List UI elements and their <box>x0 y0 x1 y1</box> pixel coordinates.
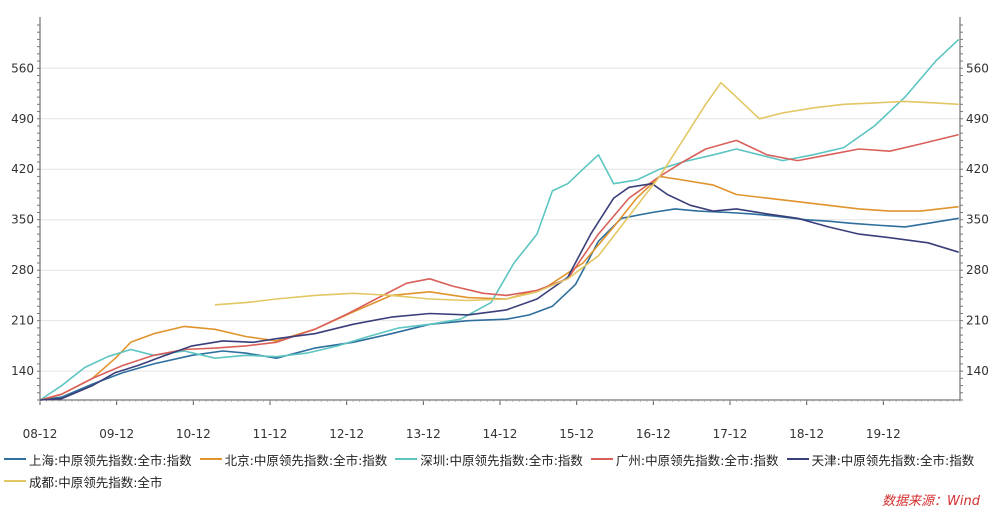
series-lines <box>39 38 960 401</box>
legend-swatch <box>786 458 809 460</box>
y-tick-label-left: 210 <box>11 314 34 328</box>
legend-swatch <box>395 458 418 460</box>
x-tick-label: 09-12 <box>99 427 134 441</box>
x-tick-label: 14-12 <box>483 427 518 441</box>
x-tick-label: 18-12 <box>789 427 824 441</box>
y-tick-label-left: 280 <box>11 263 34 277</box>
y-tick-label-right: 490 <box>966 112 989 126</box>
y-tick-label-left: 560 <box>11 61 34 75</box>
y-tick-label-left: 490 <box>11 112 34 126</box>
y-tick-label-right: 210 <box>966 314 989 328</box>
x-tick-label: 15-12 <box>559 427 594 441</box>
series-line <box>40 182 959 401</box>
y-tick-label-right: 280 <box>966 263 989 277</box>
legend-label: 天津:中原领先指数:全市:指数 <box>811 452 975 468</box>
legend-label: 广州:中原领先指数:全市:指数 <box>615 452 779 468</box>
legend-item: 广州:中原领先指数:全市:指数 <box>587 450 779 469</box>
axes <box>37 17 963 405</box>
x-tick-label: 19-12 <box>866 427 901 441</box>
legend-swatch <box>4 458 26 460</box>
legend-label: 上海:中原领先指数:全市:指数 <box>29 452 192 468</box>
legend-item: 成都:中原领先指数:全市 <box>0 472 162 491</box>
legend: 上海:中原领先指数:全市:指数 北京:中原领先指数:全市:指数 深圳:中原领先指数:… <box>0 448 1000 492</box>
legend-swatch <box>4 480 26 482</box>
series-line <box>214 81 959 306</box>
y-tick-label-left: 420 <box>11 162 34 176</box>
y-tick-label-right: 140 <box>966 364 989 378</box>
x-tick-label: 16-12 <box>636 427 671 441</box>
y-tick-label-right: 420 <box>966 162 989 176</box>
tick-labels: 140 140 210 210 280 280 350 350 420 420 490 490 560 5… <box>11 61 989 441</box>
legend-item: 天津:中原领先指数:全市:指数 <box>783 450 975 469</box>
legend-swatch <box>590 458 613 460</box>
legend-item: 上海:中原领先指数:全市:指数 <box>0 450 192 469</box>
gridlines <box>40 67 960 372</box>
y-tick-label-right: 560 <box>966 61 989 75</box>
series-line <box>39 38 960 401</box>
legend-item: 北京:中原领先指数:全市:指数 <box>196 450 388 469</box>
y-tick-label-right: 350 <box>966 213 989 227</box>
legend-row: 上海:中原领先指数:全市:指数 北京:中原领先指数:全市:指数 深圳:中原领先指数:… <box>0 448 1000 470</box>
legend-swatch <box>199 458 222 460</box>
series-line <box>39 133 959 401</box>
legend-row: 成都:中原领先指数:全市 <box>0 470 1000 492</box>
legend-label: 深圳:中原领先指数:全市:指数 <box>420 452 583 468</box>
x-tick-label: 10-12 <box>176 427 211 441</box>
x-tick-label: 12-12 <box>329 427 364 441</box>
legend-label: 成都:中原领先指数:全市 <box>29 474 163 490</box>
x-tick-label: 17-12 <box>713 427 748 441</box>
x-tick-label: 11-12 <box>253 427 288 441</box>
x-tick-label: 08-12 <box>23 427 58 441</box>
x-tick-label: 13-12 <box>406 427 441 441</box>
legend-item: 深圳:中原领先指数:全市:指数 <box>391 450 583 469</box>
legend-label: 北京:中原领先指数:全市:指数 <box>224 452 388 468</box>
source-note: 数据来源：Wind <box>882 494 980 509</box>
y-tick-label-left: 350 <box>11 213 34 227</box>
series-line <box>40 208 959 401</box>
y-tick-label-left: 140 <box>11 364 34 378</box>
